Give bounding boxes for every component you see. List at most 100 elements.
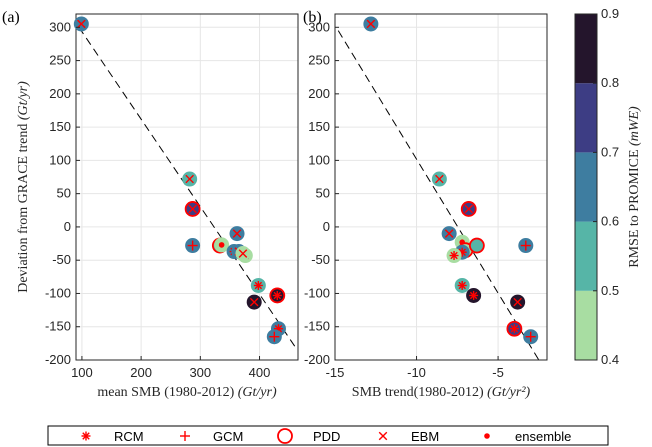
circle-icon (277, 428, 293, 444)
cross-marker (435, 174, 444, 184)
y-tick-label: 0 (323, 219, 330, 234)
colorbar-label: RMSE to PROMICE (mWE) (627, 106, 642, 268)
legend-item-ensemble: ensemble (484, 429, 571, 444)
circle-marker (184, 201, 201, 217)
colorbar: 0.9 0.8 0.7 0.6 0.5 0.4 RMSE to PROMICE (mWE) (574, 6, 642, 367)
legend-label: PDD (313, 429, 340, 444)
colorbar-tick-label: 0.6 (601, 214, 619, 229)
data-point (214, 237, 230, 253)
panel-b: 300 250 200 150 100 50 0 -50 -100 -150 -200 -15 -10… (304, 13, 548, 400)
asterisk-marker (449, 251, 459, 261)
colorbar-tick-label: 0.5 (601, 283, 619, 298)
y-tick-label: 250 (308, 53, 330, 68)
panel-a-y-ticks: 300 250 200 150 100 50 0 -50 -100 -150 -200 (45, 19, 80, 367)
data-point (431, 171, 447, 187)
data-point (269, 287, 286, 304)
panel-a-x-axis-label: mean SMB (1980-2012) (Gt/yr) (97, 385, 277, 400)
circle-marker (460, 201, 477, 217)
y-tick-label: -100 (45, 285, 71, 300)
panel-b-axes-box (334, 13, 548, 361)
data-point (446, 248, 462, 264)
circle-marker (506, 320, 523, 337)
x-tick-label: 100 (71, 365, 93, 380)
data-point (184, 201, 201, 217)
colorbar-segment (575, 14, 597, 84)
y-tick-label: -50 (311, 252, 330, 267)
y-tick-label: -200 (304, 352, 330, 367)
y-tick-label: 300 (49, 19, 71, 34)
legend-items: RCM GCM PDD EBM ensemble (81, 428, 571, 444)
data-point (185, 238, 201, 254)
data-point-fill (469, 238, 485, 254)
data-point (229, 226, 245, 242)
y-tick-label: 50 (316, 186, 330, 201)
data-point (182, 171, 198, 187)
legend-label: ensemble (515, 429, 571, 444)
cross-marker (366, 19, 376, 29)
cross-marker (185, 174, 194, 184)
legend-label: RCM (114, 429, 144, 444)
x-tick-label: -5 (492, 365, 504, 380)
asterisk-marker (253, 280, 263, 290)
data-point (468, 237, 485, 254)
circle-marker (468, 237, 485, 254)
y-tick-label: 100 (49, 152, 71, 167)
cross-marker (464, 204, 474, 214)
dot-marker (218, 242, 225, 248)
asterisk-icon (81, 431, 91, 441)
colorbar-tick-label: 0.8 (601, 75, 619, 90)
panel-b-y-ticks: 300 250 200 150 100 50 0 -50 -100 -150 -200 (304, 19, 339, 367)
panel-b-x-axis-label: SMB trend(1980-2012) (Gt/yr²) (352, 385, 531, 400)
y-tick-label: 50 (57, 186, 71, 201)
legend-item-pdd: PDD (277, 428, 340, 444)
colorbar-frame (574, 13, 598, 361)
circle-marker (269, 287, 286, 304)
data-point (441, 226, 457, 242)
cross-marker (188, 204, 197, 214)
data-point (460, 201, 477, 217)
cross-icon (378, 431, 388, 441)
x-tick-label: 300 (189, 365, 211, 380)
data-point (454, 277, 470, 293)
legend-item-rcm: RCM (81, 429, 144, 444)
data-point (250, 277, 266, 293)
asterisk-marker (457, 280, 467, 290)
y-tick-label: -200 (45, 352, 71, 367)
colorbar-segment (575, 152, 597, 222)
plus-icon (180, 431, 190, 441)
data-point (363, 16, 379, 32)
colorbar-tick-label: 0.9 (601, 6, 619, 21)
data-point (73, 16, 89, 32)
panel-b-points (363, 16, 539, 345)
data-point (510, 294, 526, 310)
y-tick-label: -100 (304, 285, 330, 300)
x-tick-label: -15 (326, 365, 345, 380)
legend: RCM GCM PDD EBM ensemble (47, 425, 609, 446)
panel-a-label: (a) (2, 9, 20, 26)
cross-marker (249, 297, 259, 307)
colorbar-segment (575, 290, 597, 360)
panel-a-fit-line-group (78, 27, 296, 347)
panel-a: 300 250 200 150 100 50 0 -50 -100 -150 -200 100 200… (16, 13, 299, 400)
panel-b-label: (b) (303, 9, 322, 26)
data-point (466, 287, 482, 303)
y-tick-label: -50 (52, 252, 71, 267)
x-tick-label: 400 (249, 365, 271, 380)
panel-b-x-ticks: -15 -10 -5 (326, 356, 504, 380)
plus-marker (269, 331, 280, 342)
y-tick-label: 150 (308, 119, 330, 134)
plus-marker (520, 240, 531, 251)
y-tick-label: 150 (49, 119, 71, 134)
colorbar-ticks: 0.9 0.8 0.7 0.6 0.5 0.4 (593, 6, 619, 367)
x-tick-label: -10 (407, 365, 426, 380)
colorbar-segment (575, 221, 597, 291)
regression-fit-line (337, 30, 540, 361)
colorbar-segments (575, 14, 597, 360)
y-tick-label: 0 (64, 219, 71, 234)
y-tick-label: -150 (45, 319, 71, 334)
colorbar-segment (575, 83, 597, 153)
cross-marker (238, 249, 248, 258)
y-tick-label: 300 (308, 19, 330, 34)
cross-marker (513, 297, 522, 307)
